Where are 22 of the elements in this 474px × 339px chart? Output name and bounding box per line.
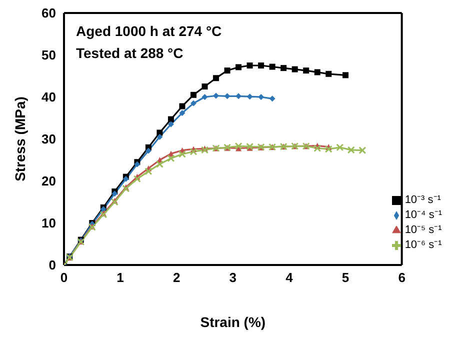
x-tick-label: 6 — [398, 270, 406, 286]
x-tick-label: 4 — [286, 270, 294, 286]
y-tick-label: 0 — [48, 258, 56, 273]
x-axis-title: Strain (%) — [200, 314, 266, 330]
y-tick-label: 20 — [42, 174, 56, 189]
annotation: Tested at 288 °C — [76, 44, 184, 63]
y-tick-label: 40 — [42, 90, 56, 105]
x-tick-label: 0 — [60, 270, 68, 286]
y-tick-label: 60 — [42, 6, 56, 21]
legend-label: 10⁻³ s⁻¹ — [404, 194, 441, 206]
legend-label: 10⁻⁶ s⁻¹ — [404, 239, 442, 251]
y-tick-label: 30 — [42, 132, 56, 147]
legend-label: 10⁻⁴ s⁻¹ — [404, 209, 442, 221]
y-tick-label: 10 — [42, 216, 56, 231]
annotation: Aged 1000 h at 274 °C — [76, 22, 222, 41]
x-tick-label: 5 — [342, 270, 350, 286]
x-tick-label: 3 — [229, 270, 237, 286]
y-tick-label: 50 — [42, 48, 56, 63]
y-axis-title: Stress (MPa) — [12, 96, 28, 182]
legend-label: 10⁻⁵ s⁻¹ — [404, 224, 442, 236]
x-tick-label: 1 — [116, 270, 124, 286]
x-tick-label: 2 — [172, 270, 180, 286]
